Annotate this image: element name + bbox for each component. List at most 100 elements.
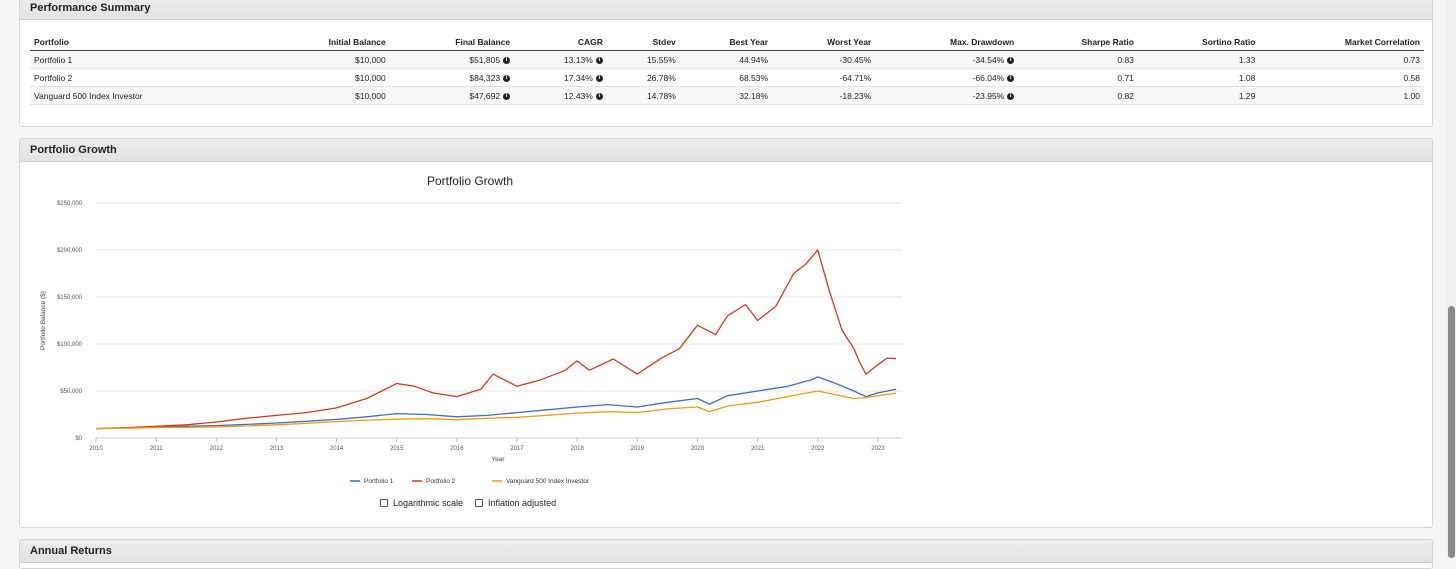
chart-title: Portfolio Growth bbox=[427, 174, 513, 188]
performance-summary-title: Performance Summary bbox=[20, 0, 1432, 20]
table-cell: -34.54% i bbox=[875, 50, 1019, 69]
x-tick-label: 2022 bbox=[811, 446, 825, 452]
info-icon[interactable]: i bbox=[1007, 92, 1015, 100]
cell-value: 0.58 bbox=[1403, 72, 1420, 83]
table-cell: 0.82 bbox=[1018, 86, 1138, 105]
table-body: Portfolio 1 $10,000 $51,805 i 13.13% i 15.55% 4… bbox=[30, 50, 1424, 105]
x-tick-label: 2019 bbox=[631, 446, 645, 452]
info-icon[interactable]: i bbox=[503, 92, 511, 100]
cell-value: Portfolio 1 bbox=[34, 54, 73, 65]
x-tick-label: 2013 bbox=[270, 446, 284, 452]
column-header: CAGR bbox=[514, 34, 607, 51]
table-cell: 0.73 bbox=[1259, 50, 1424, 69]
cell-value: 1.29 bbox=[1238, 90, 1256, 101]
cell-value: 1.08 bbox=[1238, 72, 1256, 83]
info-icon[interactable]: i bbox=[1007, 56, 1015, 64]
logarithmic-scale-checkbox[interactable] bbox=[380, 499, 388, 507]
cell-value: 1.33 bbox=[1238, 54, 1256, 65]
legend-label: Portfolio 1 bbox=[364, 478, 394, 485]
table-cell: 1.00 bbox=[1259, 86, 1424, 105]
table-cell: $51,805 i bbox=[389, 50, 515, 69]
cell-value: 0.82 bbox=[1117, 90, 1134, 101]
cell-value: 13.13% bbox=[564, 54, 593, 65]
portfolio-growth-panel: Portfolio Growth Portfolio Growth $0 $50,0… bbox=[19, 138, 1433, 528]
column-header: Portfolio bbox=[30, 34, 261, 51]
table-cell: Portfolio 2 bbox=[30, 68, 261, 87]
performance-summary-table: Portfolio Initial Balance Final Balance CAG… bbox=[30, 34, 1424, 105]
table-cell: 26.78% bbox=[606, 68, 680, 87]
table-cell: 0.71 bbox=[1018, 68, 1138, 87]
column-header: Max. Drawdown bbox=[875, 34, 1019, 51]
x-tick-label: 2012 bbox=[210, 446, 224, 452]
annual-returns-panel: Annual Returns bbox=[19, 539, 1433, 569]
cell-value: $10,000 bbox=[355, 90, 386, 101]
table-cell: -23.95% i bbox=[875, 86, 1019, 105]
cell-value: 44.94% bbox=[739, 54, 769, 65]
table-cell: $10,000 bbox=[260, 86, 390, 105]
x-tick-label: 2017 bbox=[510, 446, 524, 452]
portfolio-growth-chart: Portfolio Growth $0 $50,000 $100,000 $150,00… bbox=[40, 174, 902, 485]
cell-value: $84,323 bbox=[469, 72, 501, 83]
y-tick-label: $250,000 bbox=[57, 201, 83, 207]
cell-value: 0.83 bbox=[1117, 54, 1134, 65]
series-line bbox=[95, 376, 897, 430]
cell-value: $10,000 bbox=[355, 54, 386, 65]
table-cell: 12.43% i bbox=[514, 86, 607, 105]
y-tick-label: $0 bbox=[75, 436, 82, 442]
legend-label: Portfolio 2 bbox=[426, 478, 456, 485]
inflation-adjusted-label: Inflation adjusted bbox=[488, 498, 557, 508]
series-line bbox=[95, 390, 897, 430]
column-header: Stdev bbox=[606, 34, 680, 51]
logarithmic-scale-option[interactable]: Logarithmic scale bbox=[380, 498, 463, 508]
column-header: Sortino Ratio bbox=[1137, 34, 1260, 51]
inflation-adjusted-option[interactable]: Inflation adjusted bbox=[475, 498, 556, 508]
info-icon[interactable]: i bbox=[503, 74, 511, 82]
column-header: Sharpe Ratio bbox=[1018, 34, 1138, 51]
table-row: Portfolio 2 $10,000 $84,323 i 17.34% i 26.78% 6… bbox=[30, 68, 1424, 87]
table-cell: $84,323 i bbox=[389, 68, 515, 87]
table-cell: 0.58 bbox=[1259, 68, 1424, 87]
table-row: Vanguard 500 Index Investor $10,000 $47,69… bbox=[30, 86, 1424, 105]
scrollbar-thumb[interactable] bbox=[1448, 306, 1455, 558]
cell-value: Portfolio 2 bbox=[34, 72, 73, 83]
y-tick-label: $100,000 bbox=[57, 342, 83, 348]
performance-summary-panel: Performance Summary Portfolio Initial Bal… bbox=[19, 0, 1433, 127]
chart-options: Logarithmic scale Inflation adjusted bbox=[380, 498, 562, 508]
legend-label: Vanguard 500 Index Investor bbox=[506, 478, 590, 485]
column-header: Market Correlation bbox=[1259, 34, 1424, 51]
x-tick-label: 2016 bbox=[450, 446, 464, 452]
cell-value: $10,000 bbox=[355, 72, 386, 83]
table-cell: 1.08 bbox=[1137, 68, 1260, 87]
legend-item: Portfolio 1 bbox=[350, 478, 394, 485]
cell-value: 32.18% bbox=[739, 90, 769, 101]
logarithmic-scale-label: Logarithmic scale bbox=[393, 498, 464, 508]
column-header: Final Balance bbox=[389, 34, 515, 51]
cell-value: -34.54% bbox=[972, 54, 1005, 65]
table-cell: $10,000 bbox=[260, 50, 390, 69]
column-header: Worst Year bbox=[772, 34, 876, 51]
cell-value: -30.45% bbox=[839, 54, 872, 65]
inflation-adjusted-checkbox[interactable] bbox=[475, 499, 484, 507]
info-icon[interactable]: i bbox=[1007, 74, 1015, 82]
table-cell: 44.94% bbox=[679, 50, 773, 69]
table-cell: Vanguard 500 Index Investor bbox=[30, 86, 261, 105]
cell-value: 1.00 bbox=[1403, 90, 1420, 101]
portfolio-growth-title: Portfolio Growth bbox=[20, 139, 1432, 162]
cell-value: 0.73 bbox=[1403, 54, 1420, 65]
info-icon[interactable]: i bbox=[595, 74, 603, 82]
x-tick-label: 2011 bbox=[150, 446, 164, 452]
info-icon[interactable]: i bbox=[595, 92, 603, 100]
table-cell: 1.33 bbox=[1137, 50, 1260, 69]
x-tick-label: 2010 bbox=[89, 446, 103, 452]
cell-value: -66.04% bbox=[972, 72, 1005, 83]
table-cell: 13.13% i bbox=[514, 50, 607, 69]
cell-value: $51,805 bbox=[469, 54, 501, 65]
cell-value: Vanguard 500 Index Investor bbox=[34, 90, 143, 101]
series-line bbox=[95, 249, 897, 430]
info-icon[interactable]: i bbox=[595, 56, 603, 64]
info-icon[interactable]: i bbox=[503, 56, 511, 64]
y-tick-label: $50,000 bbox=[60, 389, 82, 395]
cell-value: $47,692 bbox=[469, 90, 501, 101]
table-cell: 17.34% i bbox=[514, 68, 607, 87]
page-scrollbar[interactable] bbox=[1446, 0, 1456, 558]
